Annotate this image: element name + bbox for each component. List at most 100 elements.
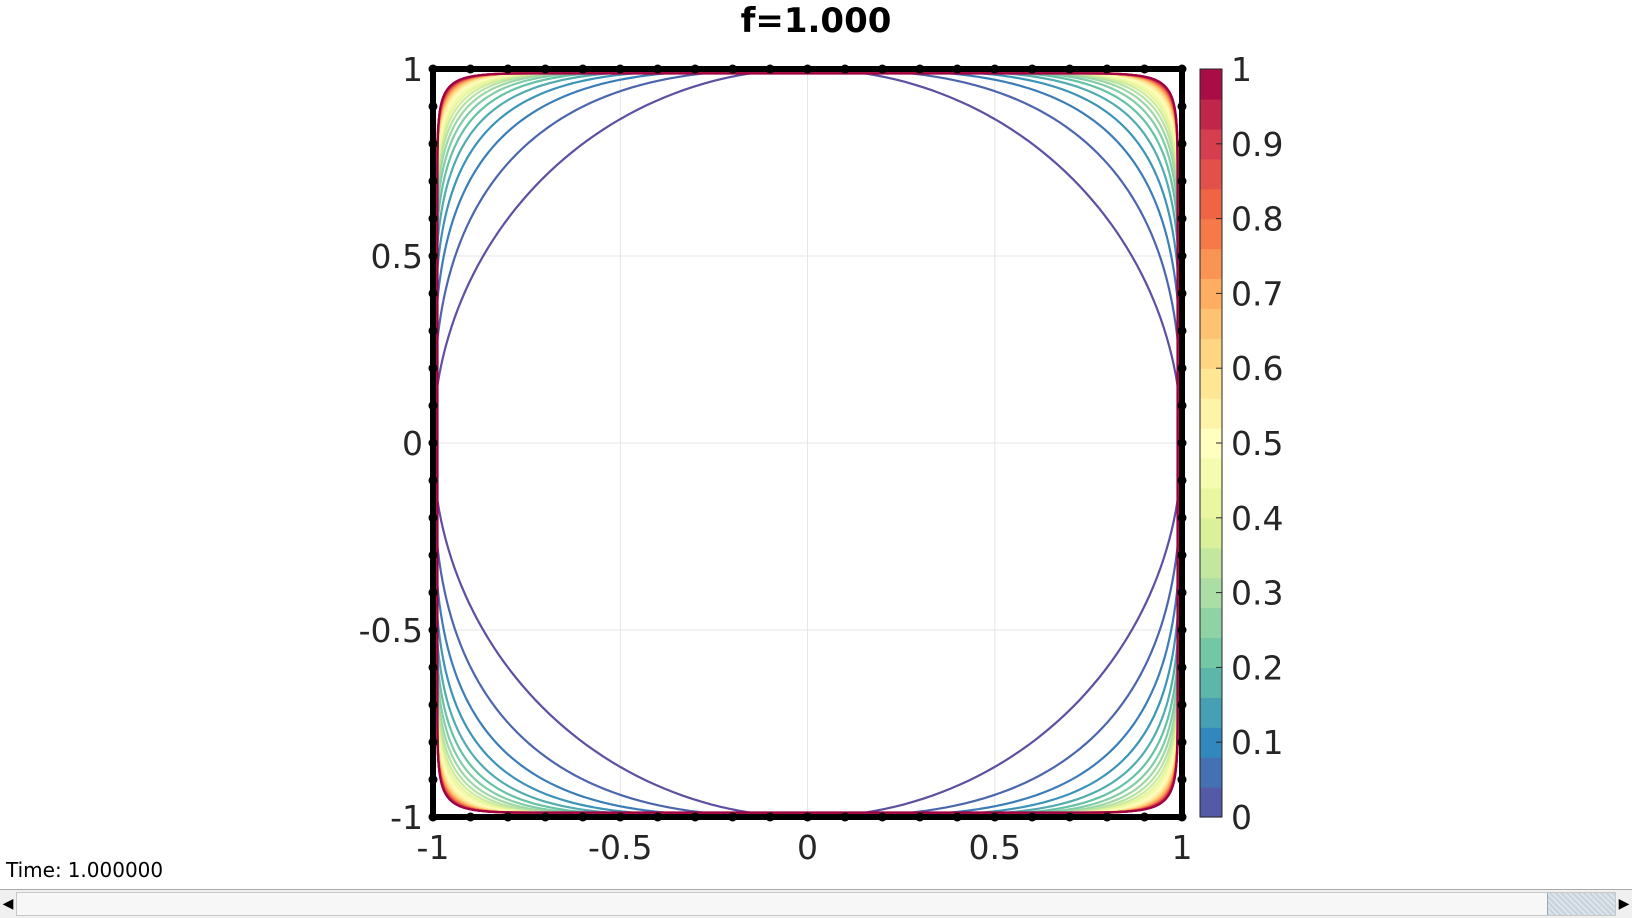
boundary-marker	[877, 812, 887, 822]
boundary-marker	[428, 176, 438, 186]
boundary-marker	[1027, 812, 1037, 822]
boundary-marker	[1177, 475, 1187, 485]
colorbar-band	[1200, 577, 1222, 609]
boundary-marker	[1177, 625, 1187, 635]
colorbar-band	[1200, 308, 1222, 339]
y-tick-label: -0.5	[359, 611, 423, 650]
boundary-marker	[503, 64, 513, 74]
boundary-marker	[952, 64, 962, 74]
boundary-marker	[803, 812, 812, 822]
boundary-marker	[840, 812, 850, 822]
colorbar-band	[1200, 517, 1222, 549]
time-label: Time:	[6, 858, 62, 882]
colorbar-band	[1200, 98, 1222, 130]
boundary-marker	[578, 812, 588, 822]
boundary-marker	[1140, 64, 1150, 74]
y-tick-label: 1	[402, 50, 423, 89]
colorbar-tick-label: 1	[1231, 50, 1252, 89]
boundary-marker	[428, 513, 438, 523]
boundary-marker	[728, 64, 738, 74]
boundary-marker	[1177, 588, 1187, 598]
scroll-right-arrow-icon[interactable]: ▶	[1618, 896, 1630, 912]
boundary-marker	[428, 588, 438, 598]
scroll-thumb[interactable]	[1547, 893, 1615, 915]
chart-title: f=1.000	[741, 1, 892, 41]
boundary-marker	[915, 64, 925, 74]
colorbar-band	[1200, 697, 1222, 728]
axis-tick-labels: -1 -0.5 0 0.5 1 -1 -0.5 0 0.5 1	[359, 50, 1193, 867]
boundary-marker	[1177, 214, 1187, 224]
boundary-marker	[990, 64, 1000, 74]
colorbar-band	[1200, 727, 1222, 758]
boundary-marker	[877, 64, 887, 74]
colorbar-tick-label: 0.4	[1231, 499, 1283, 538]
boundary-marker	[540, 812, 550, 822]
boundary-marker	[1177, 363, 1187, 373]
colorbar-band	[1200, 428, 1222, 459]
y-tick-label: 0.5	[371, 237, 423, 276]
colorbar-band	[1200, 607, 1222, 639]
boundary-marker	[615, 64, 625, 74]
colorbar-tick-label: 0.2	[1231, 648, 1283, 687]
boundary-marker	[428, 214, 438, 224]
boundary-marker	[1102, 812, 1112, 822]
colorbar-band	[1200, 398, 1222, 429]
boundary-marker	[803, 64, 812, 74]
boundary-marker	[428, 812, 438, 822]
boundary-marker	[1177, 139, 1187, 149]
boundary-marker	[1177, 401, 1187, 411]
boundary-marker	[1177, 550, 1187, 560]
boundary-marker	[428, 64, 438, 74]
colorbar-tick-label: 0.3	[1231, 574, 1283, 613]
scroll-track[interactable]	[16, 892, 1616, 916]
boundary-marker	[765, 64, 775, 74]
boundary-marker	[428, 438, 438, 448]
colorbar-band	[1200, 69, 1222, 100]
scroll-left-arrow-icon[interactable]: ◀	[2, 896, 14, 912]
boundary-marker	[615, 812, 625, 822]
colorbar-band	[1200, 547, 1222, 579]
colorbar-tick-label: 0.8	[1231, 200, 1283, 239]
boundary-marker	[1177, 513, 1187, 523]
x-tick-label: 0.5	[969, 828, 1021, 867]
colorbar-tick-label: 0.1	[1231, 723, 1283, 762]
boundary-marker	[728, 812, 738, 822]
boundary-marker	[1140, 812, 1150, 822]
boundary-marker	[1177, 737, 1187, 747]
boundary-marker	[465, 64, 475, 74]
boundary-marker	[428, 475, 438, 485]
boundary-marker	[540, 64, 550, 74]
boundary-marker	[1177, 288, 1187, 298]
boundary-marker	[1065, 812, 1075, 822]
colorbar-band	[1200, 637, 1222, 668]
boundary-marker	[428, 251, 438, 261]
boundary-marker	[1177, 438, 1187, 448]
domain-boundary	[428, 64, 1187, 822]
colorbar-tick-label: 0.9	[1231, 125, 1283, 164]
colorbar-band	[1200, 487, 1222, 519]
colorbar-band	[1200, 188, 1222, 220]
y-tick-label: -1	[390, 798, 423, 837]
boundary-marker	[578, 64, 588, 74]
horizontal-scrollbar[interactable]: ◀ ▶	[0, 889, 1632, 918]
boundary-marker	[1177, 101, 1187, 111]
boundary-marker	[653, 64, 663, 74]
boundary-marker	[1177, 176, 1187, 186]
colorbar-tick-label: 0.7	[1231, 274, 1283, 313]
boundary-marker	[990, 812, 1000, 822]
boundary-marker	[915, 812, 925, 822]
colorbar-band	[1200, 248, 1222, 280]
boundary-marker	[428, 550, 438, 560]
boundary-marker	[952, 812, 962, 822]
y-tick-label: 0	[402, 424, 423, 463]
boundary-marker	[1177, 251, 1187, 261]
time-value: 1.000000	[67, 858, 164, 882]
boundary-marker	[690, 812, 700, 822]
boundary-marker	[1177, 700, 1187, 710]
boundary-marker	[653, 812, 663, 822]
colorbar-band	[1200, 218, 1222, 250]
boundary-marker	[428, 737, 438, 747]
boundary-marker	[428, 363, 438, 373]
colorbar-band	[1200, 757, 1222, 788]
boundary-marker	[428, 326, 438, 336]
